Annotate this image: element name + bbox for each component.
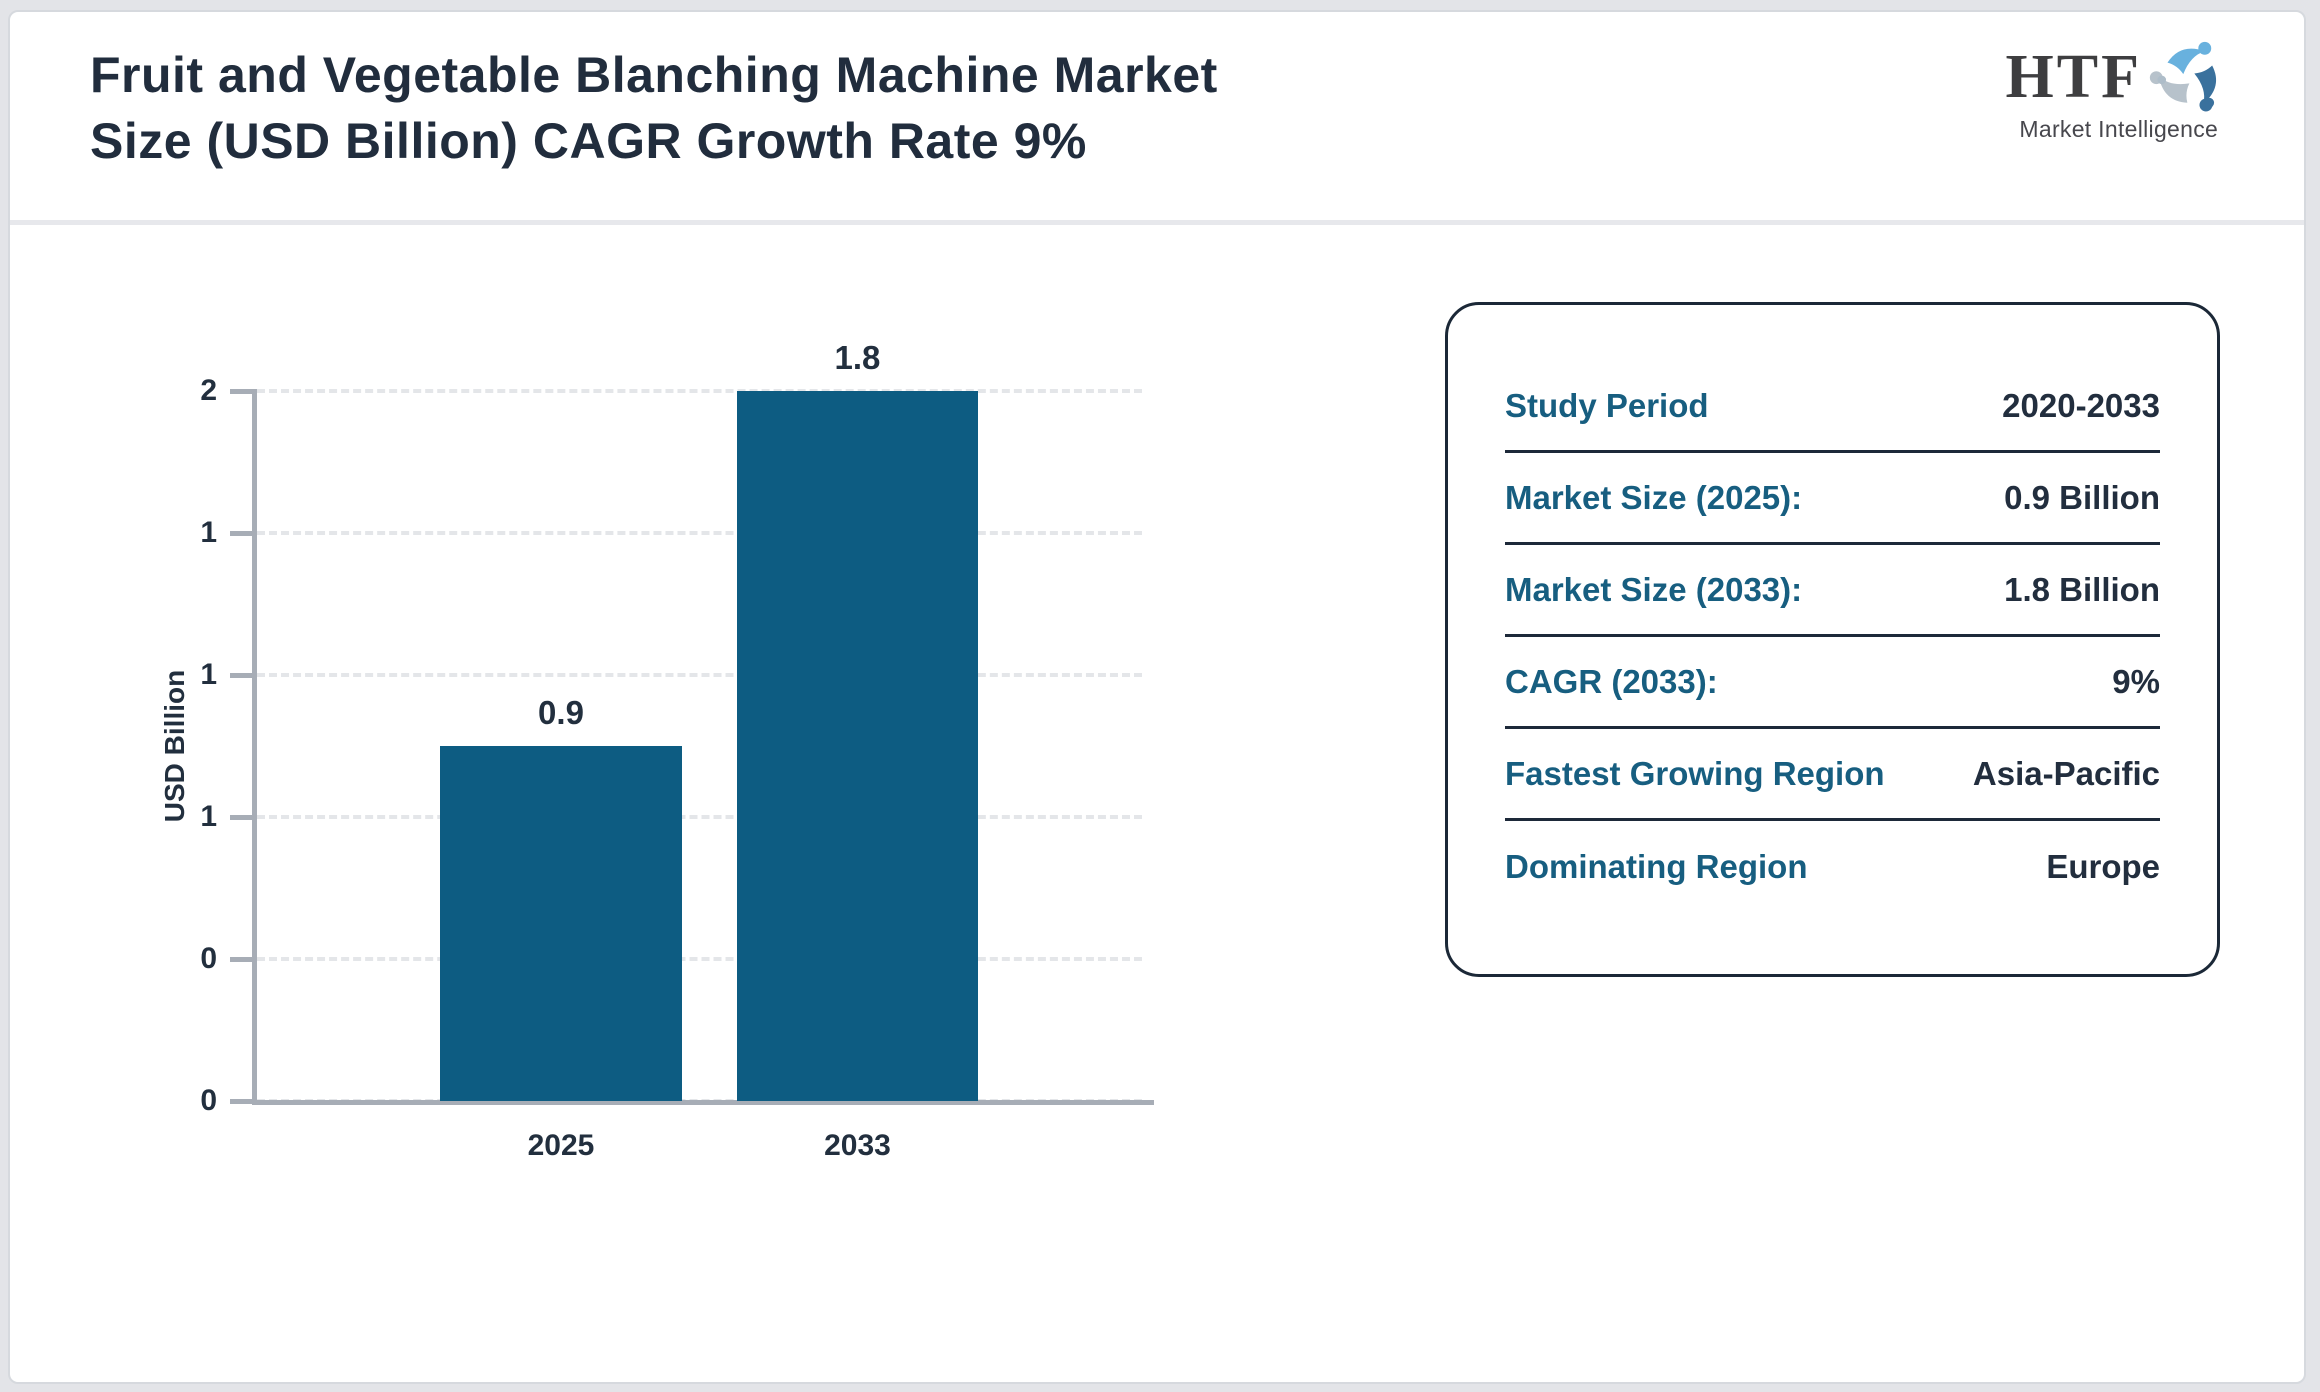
htf-logo-text: HTF <box>2005 43 2142 111</box>
y-tick-label: 1 <box>200 516 217 549</box>
x-axis-line <box>252 1100 1154 1105</box>
tick-mark <box>230 389 252 394</box>
bar-value-label: 1.8 <box>834 339 881 376</box>
htf-logo: HTF <box>2006 34 2232 143</box>
tick-mark <box>230 815 252 820</box>
htf-logo-subtitle: Market Intelligence <box>2019 116 2219 142</box>
summary-row-value: 9% <box>2112 662 2160 700</box>
bar-slot: 1.8 2033 <box>736 339 979 1162</box>
summary-row: Fastest Growing Region Asia-Pacific <box>1505 729 2160 821</box>
grid-line <box>257 673 1142 677</box>
bar-2025 <box>440 746 682 1101</box>
summary-row-label: Market Size (2025): <box>1505 478 1803 516</box>
summary-row: CAGR (2033): 9% <box>1505 637 2160 729</box>
summary-row-label: Study Period <box>1505 386 1709 424</box>
tick-mark <box>230 1099 252 1104</box>
x-tick-label: 2033 <box>824 1129 891 1162</box>
tick-mark <box>230 957 252 962</box>
summary-row-value: Asia-Pacific <box>1972 754 2160 792</box>
page-title-line2: Size (USD Billion) CAGR Growth Rate 9% <box>90 113 1087 169</box>
summary-row: Market Size (2025): 0.9 Billion <box>1505 453 2160 545</box>
grid-line <box>257 389 1142 393</box>
grid-line <box>257 957 1142 961</box>
htf-swirl-icon <box>2149 41 2217 112</box>
summary-row-label: Market Size (2033): <box>1505 570 1803 608</box>
bar-chart: 2 1 1 1 0 0 0.9 2025 1.8 2033 USD Billion <box>159 339 1154 1162</box>
y-axis-line <box>252 389 257 1103</box>
summary-row-value: 1.8 Billion <box>2004 570 2160 608</box>
grid-line <box>257 815 1142 819</box>
summary-row-label: CAGR (2033): <box>1505 662 1718 700</box>
summary-row-label: Dominating Region <box>1505 848 1808 885</box>
summary-rows: Study Period 2020-2033 Market Size (2025):… <box>1505 361 2160 913</box>
report-page: Fruit and Vegetable Blanching Machine Ma… <box>8 10 2306 1384</box>
market-summary-card: Study Period 2020-2033 Market Size (2025):… <box>1445 302 2220 977</box>
tick-mark <box>230 673 252 678</box>
summary-row-value: Europe <box>2046 848 2160 885</box>
y-tick-label: 0 <box>200 1084 217 1117</box>
summary-row-label: Fastest Growing Region <box>1505 754 1885 792</box>
bar-value-label: 0.9 <box>538 694 584 731</box>
y-tick-label: 2 <box>200 374 217 407</box>
summary-row-value: 0.9 Billion <box>2004 478 2160 516</box>
y-axis-title: USD Billion <box>159 669 190 823</box>
x-tick-label: 2025 <box>527 1129 595 1162</box>
y-tick-label: 1 <box>200 800 217 833</box>
grid-line <box>257 531 1142 535</box>
page-title-line1: Fruit and Vegetable Blanching Machine Ma… <box>90 47 1218 103</box>
y-tick-label: 0 <box>200 942 217 975</box>
summary-row: Market Size (2033): 1.8 Billion <box>1505 545 2160 637</box>
summary-row-value: 2020-2033 <box>2002 386 2160 424</box>
bar-2033 <box>736 391 979 1101</box>
header: Fruit and Vegetable Blanching Machine Ma… <box>10 12 2304 225</box>
y-tick-label: 1 <box>200 658 217 691</box>
summary-row: Study Period 2020-2033 <box>1505 361 2160 453</box>
htf-logo-row: HTF <box>2006 34 2232 120</box>
header-divider <box>10 220 2304 225</box>
bar-slot: 0.9 2025 <box>440 391 682 1162</box>
page-title: Fruit and Vegetable Blanching Machine Ma… <box>90 42 1218 174</box>
summary-row: Dominating Region Europe <box>1505 821 2160 913</box>
tick-mark <box>230 531 252 536</box>
